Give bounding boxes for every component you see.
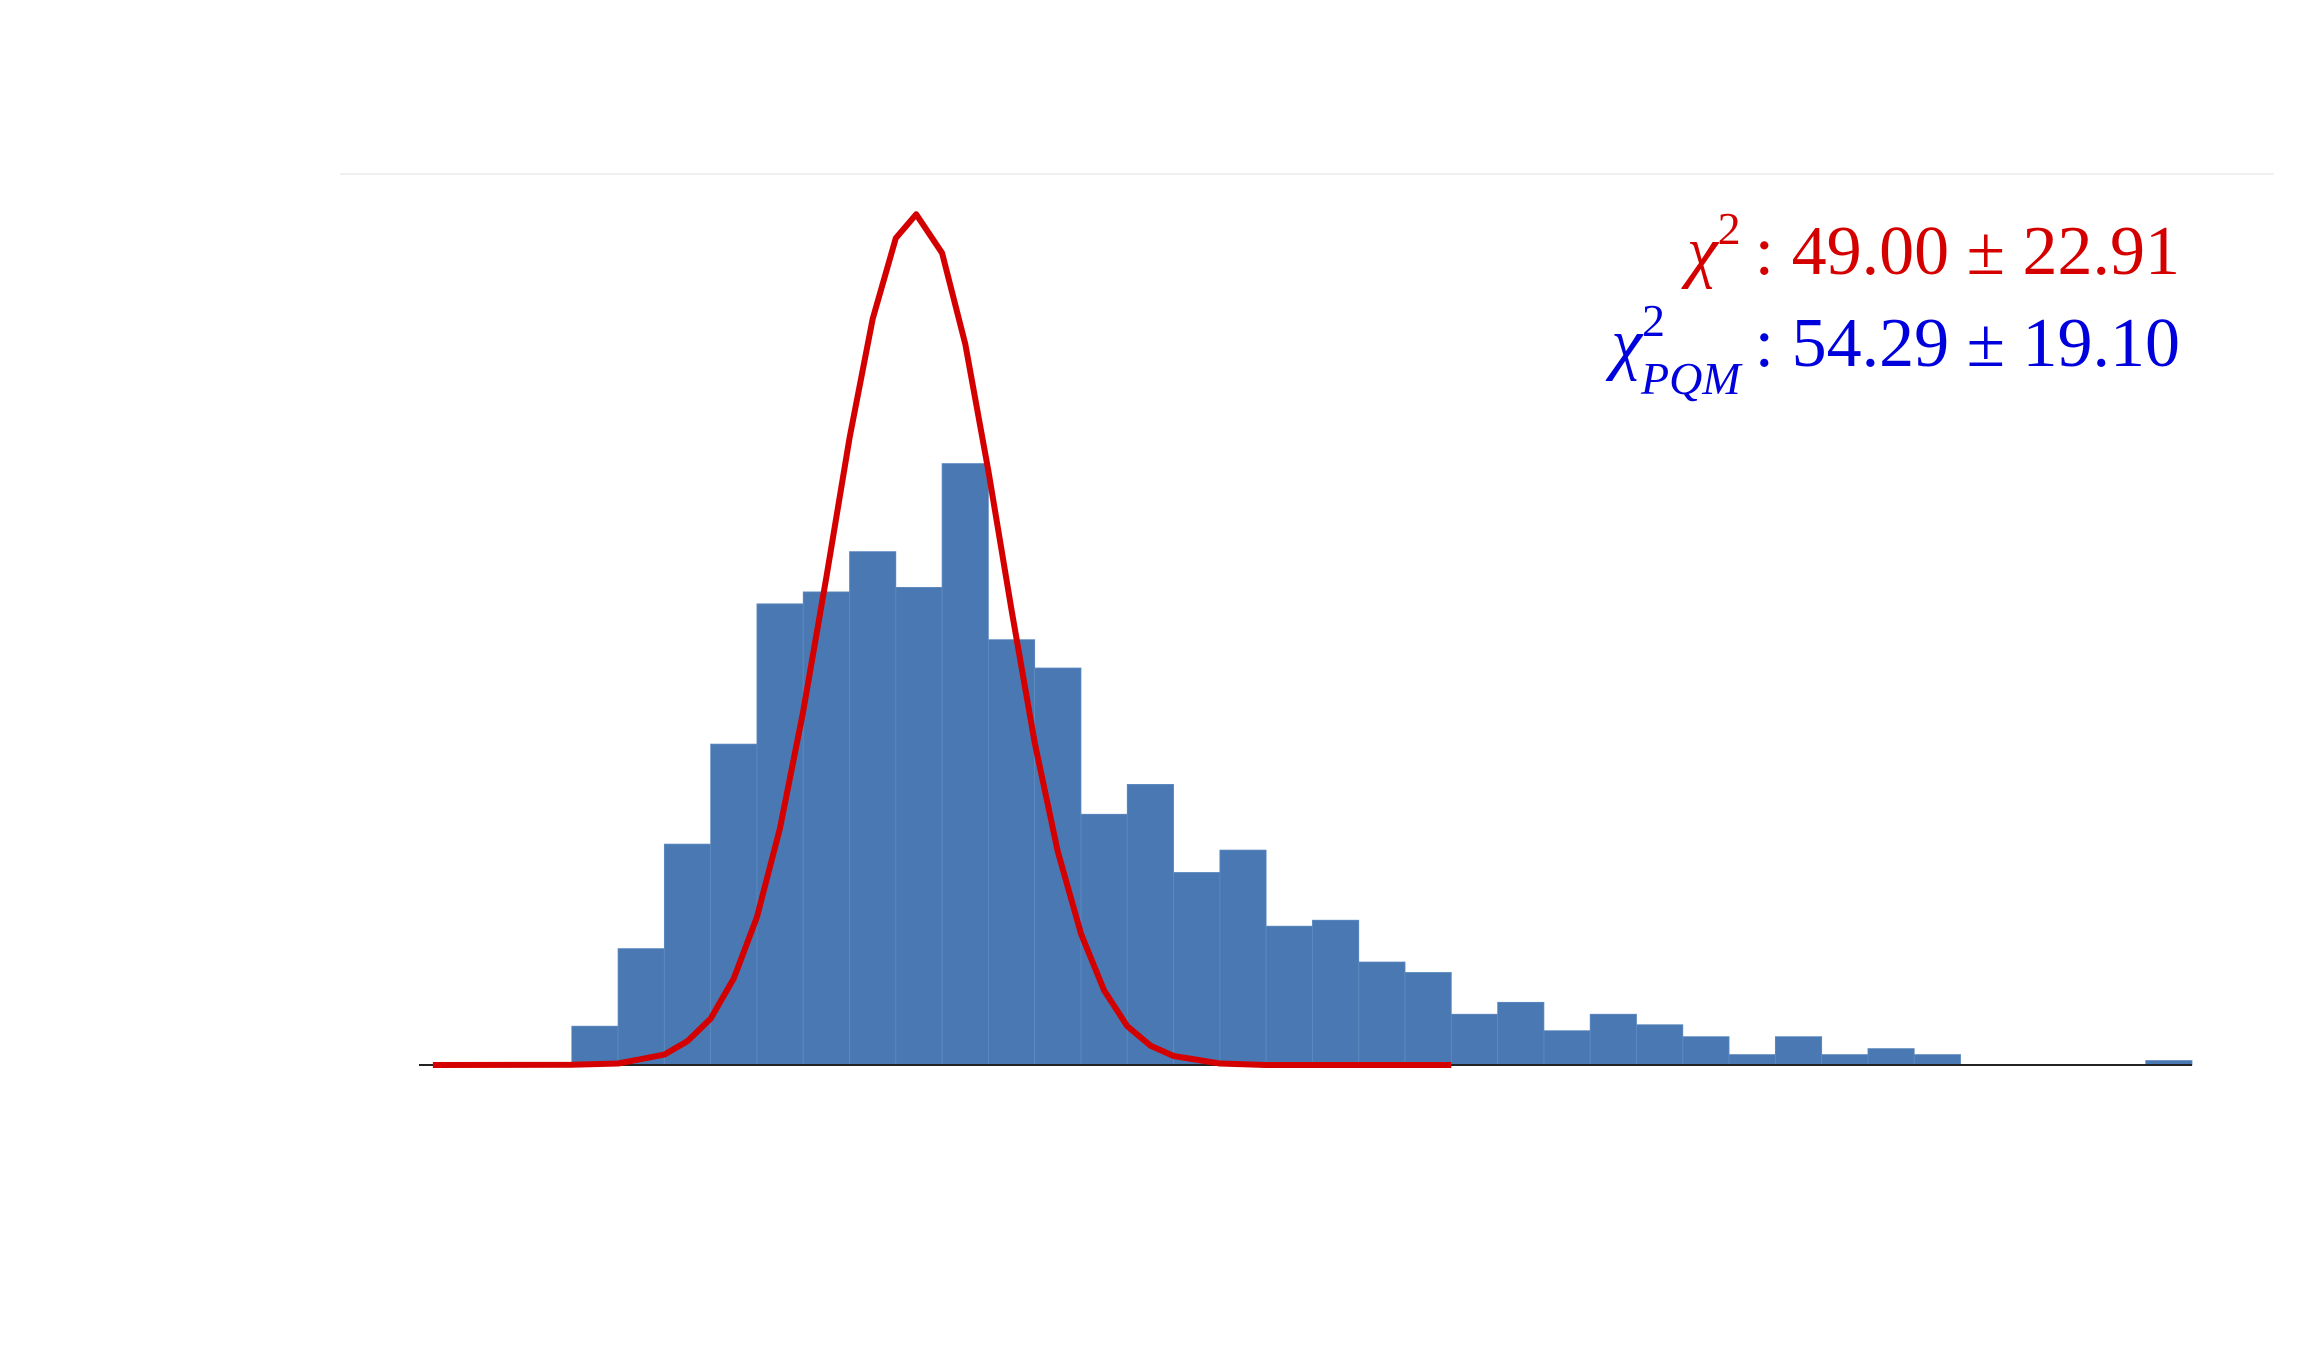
annotation-text: : 49.00 ± 22.91 bbox=[1755, 213, 2180, 290]
annotation-text: : 54.29 ± 19.10 bbox=[1755, 305, 2180, 382]
bar bbox=[1450, 1013, 1499, 1066]
bar bbox=[1636, 1024, 1684, 1066]
bar bbox=[1034, 667, 1082, 1066]
bar bbox=[571, 1025, 619, 1066]
bar bbox=[1774, 1036, 1823, 1066]
bar bbox=[1173, 872, 1221, 1066]
bar bbox=[1404, 972, 1452, 1066]
bar bbox=[1265, 925, 1313, 1066]
bar bbox=[895, 587, 943, 1066]
bar bbox=[1080, 813, 1128, 1066]
bar bbox=[941, 463, 989, 1066]
bar bbox=[1543, 1030, 1591, 1066]
annotation-symbol: χ bbox=[1681, 213, 1720, 290]
bar bbox=[1126, 784, 1174, 1066]
bar bbox=[617, 948, 665, 1066]
fit-curve bbox=[432, 211, 1452, 1068]
bar bbox=[1821, 1054, 1869, 1066]
bar bbox=[1728, 1054, 1776, 1066]
bar bbox=[710, 743, 758, 1066]
bar bbox=[1358, 961, 1406, 1066]
annotation-sup: 2 bbox=[1642, 295, 1665, 346]
bar bbox=[1312, 919, 1360, 1066]
annotation: χ2 : 49.00 ± 22.91 bbox=[1681, 203, 2180, 290]
annotation-symbol: χ bbox=[1605, 305, 1644, 382]
annotation-sub: PQM bbox=[1640, 353, 1743, 404]
bar bbox=[1682, 1036, 1730, 1066]
bar bbox=[1219, 849, 1267, 1066]
bar bbox=[1867, 1048, 1915, 1066]
bar bbox=[663, 843, 712, 1066]
bar bbox=[1589, 1013, 1637, 1066]
bar bbox=[1913, 1054, 1961, 1066]
bar bbox=[849, 551, 897, 1066]
bar bbox=[1497, 1001, 1545, 1066]
annotation: χ2 PQM: 54.29 ± 19.10 bbox=[1605, 295, 2180, 404]
annotation-sup: 2 bbox=[1718, 203, 1741, 254]
